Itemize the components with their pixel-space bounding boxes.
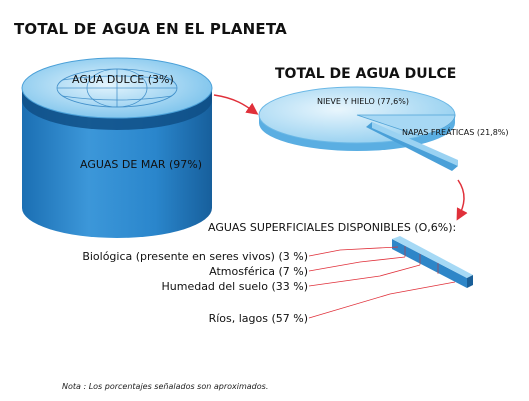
page-title: TOTAL DE AGUA EN EL PLANETA (14, 20, 287, 38)
surface-title: AGUAS SUPERFICIALES DISPONIBLES (O,6%): (208, 221, 457, 234)
surface-water-bar (392, 236, 473, 288)
label-aguas-de-mar: AGUAS DE MAR (97%) (80, 158, 203, 171)
label-atmosferica: Atmosférica (7 %) (209, 265, 308, 278)
pie-slice-napas (356, 114, 456, 137)
label-nieve-hielo: NIEVE Y HIELO (77,6%) (317, 97, 409, 106)
label-agua-dulce: AGUA DULCE (3%) (72, 73, 174, 86)
label-napas-freaticas: NAPAS FREÁTICAS (21,8%) (402, 128, 509, 137)
label-humedad-suelo: Humedad del suelo (33 %) (161, 280, 308, 293)
freshwater-title: TOTAL DE AGUA DULCE (275, 66, 457, 82)
arrow-to-surface (456, 179, 468, 221)
globe-grid-icon (56, 68, 178, 108)
label-rios-lagos: Ríos, lagos (57 %) (208, 312, 308, 325)
ocean-cylinder (21, 57, 213, 238)
footnote: Nota : Los porcentajes señalados son apr… (62, 382, 269, 391)
arrow-to-freshwater (213, 94, 259, 115)
leader-lines (308, 246, 456, 319)
freshwater-pie (258, 86, 458, 171)
label-biologica: Biológica (presente en seres vivos) (3 %… (82, 250, 308, 263)
